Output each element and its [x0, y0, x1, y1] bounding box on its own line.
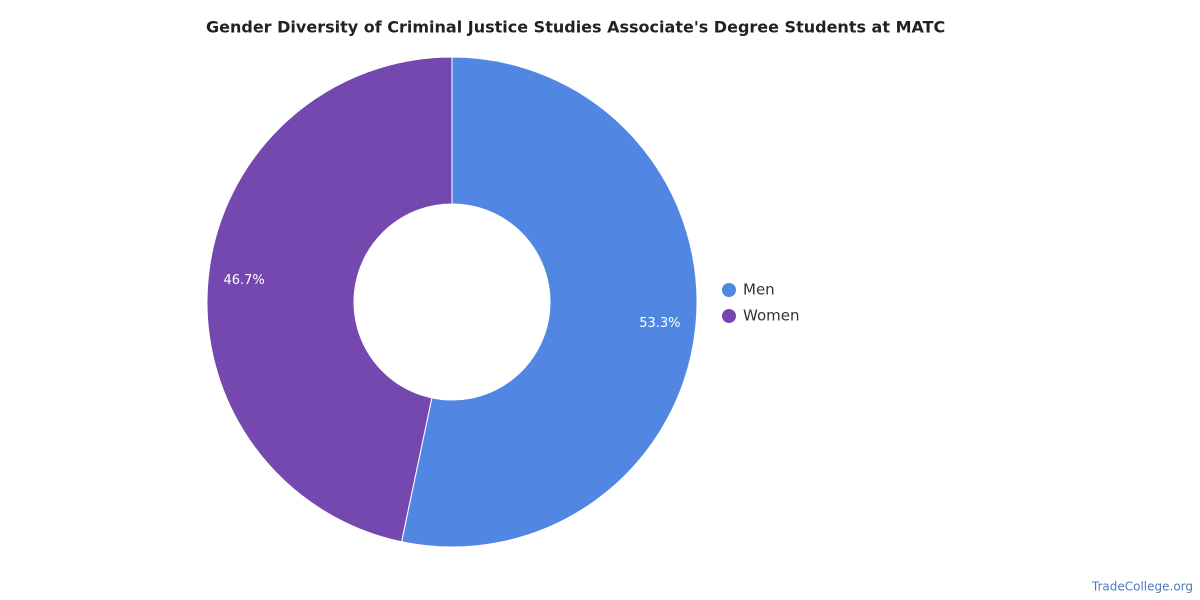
legend-marker: [722, 309, 736, 323]
data-label: 46.7%: [223, 273, 264, 288]
legend-label: Women: [743, 307, 799, 325]
legend-marker: [722, 283, 736, 297]
legend-label: Men: [743, 281, 775, 299]
data-label: 53.3%: [639, 316, 680, 331]
chart-title: Gender Diversity of Criminal Justice Stu…: [206, 18, 945, 37]
donut-slice: [400, 56, 698, 548]
credit[interactable]: TradeCollege.org: [1091, 580, 1193, 594]
donut-slice: [206, 56, 453, 543]
